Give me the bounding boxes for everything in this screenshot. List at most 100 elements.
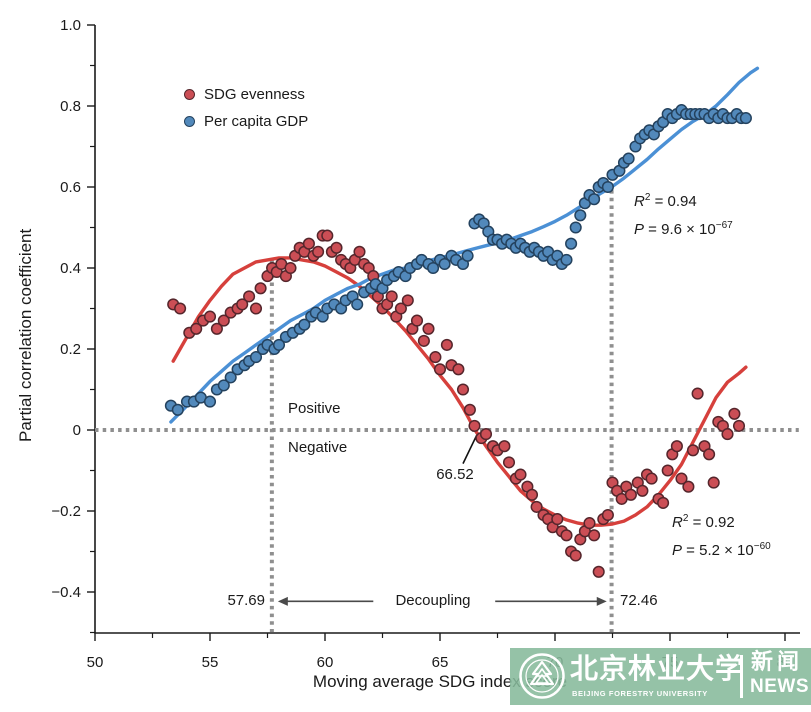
scatter-point-sdg-evenness xyxy=(440,338,453,351)
scatter-point-sdg-evenness xyxy=(514,468,527,481)
scatter-point-sdg-evenness xyxy=(560,529,573,542)
scatter-point-sdg-evenness xyxy=(498,440,511,453)
scatter-point-sdg-evenness xyxy=(456,383,470,396)
scatter-point-sdg-evenness xyxy=(417,334,430,347)
zero-cross-value: 66.52 xyxy=(436,466,474,483)
scatter-point-sdg-evenness xyxy=(661,464,674,477)
scatter-point-sdg-evenness xyxy=(243,290,256,303)
gdp-fit-stats: R2 = 0.94 P = 9.6 × 10−67 xyxy=(634,186,733,242)
scatter-point-sdg-evenness xyxy=(728,407,741,420)
scatter-point-sdg-evenness xyxy=(707,476,720,489)
gdp-pvalue: P = 9.6 × 10−67 xyxy=(634,220,733,238)
scatter-point-sdg-evenness xyxy=(686,444,700,457)
scatter-point-sdg-evenness xyxy=(732,419,746,432)
scatter-point-sdg-evenness xyxy=(551,513,564,526)
y-tick-label: 0.4 xyxy=(60,260,81,277)
scatter-point-sdg-evenness xyxy=(203,310,217,323)
watermark-news-en: NEWS xyxy=(750,676,809,697)
y-tick-label: 1.0 xyxy=(60,17,81,34)
bfu-logo-icon xyxy=(519,653,565,699)
scatter-point-sdg-evenness xyxy=(479,428,493,441)
scatter-point-per-capita-gdp xyxy=(427,261,440,275)
arrowhead-right-icon xyxy=(596,596,607,606)
left-threshold-value: 57.69 xyxy=(227,592,265,609)
y-tick-label: −0.4 xyxy=(51,584,81,601)
watermark-divider xyxy=(740,655,743,698)
scatter-point-sdg-evenness xyxy=(236,298,249,311)
scatter-point-sdg-evenness xyxy=(601,508,614,522)
scatter-point-sdg-evenness xyxy=(249,302,263,315)
scatter-point-sdg-evenness xyxy=(691,387,704,400)
x-tick-label: 50 xyxy=(87,654,104,671)
negative-zone-label: Negative xyxy=(288,439,348,456)
gdp-r2: R2 = 0.94 xyxy=(634,192,697,210)
scatter-point-per-capita-gdp xyxy=(588,193,601,206)
y-tick-label: −0.2 xyxy=(51,503,81,520)
legend-item-sdg-evenness: SDG evenness xyxy=(184,81,308,108)
scatter-point-per-capita-gdp xyxy=(569,221,582,234)
legend: SDG evenness Per capita GDP xyxy=(184,81,308,135)
evenness-fit-stats: R2 = 0.92 P = 5.2 × 10−60 xyxy=(672,507,771,563)
legend-marker-blue-icon xyxy=(184,116,195,127)
evenness-pvalue: P = 5.2 × 10−60 xyxy=(672,541,771,559)
scatter-point-sdg-evenness xyxy=(254,282,267,295)
scatter-point-sdg-evenness xyxy=(174,302,187,315)
scatter-point-sdg-evenness xyxy=(583,517,596,530)
scatter-point-sdg-evenness xyxy=(502,456,516,469)
y-tick-label: 0.8 xyxy=(60,98,81,115)
scatter-point-sdg-evenness xyxy=(321,229,334,242)
scatter-point-sdg-evenness xyxy=(353,245,366,258)
legend-label: SDG evenness xyxy=(204,86,305,103)
scatter-point-per-capita-gdp xyxy=(739,112,752,125)
scatter-point-per-capita-gdp xyxy=(565,237,578,250)
scatter-point-sdg-evenness xyxy=(682,480,695,493)
scatter-point-sdg-evenness xyxy=(569,549,582,562)
scatter-point-sdg-evenness xyxy=(645,472,658,485)
zero-cross-leader-line xyxy=(462,433,478,464)
scatter-point-per-capita-gdp xyxy=(217,379,230,392)
scatter-point-sdg-evenness xyxy=(675,472,688,485)
y-tick-label: 0.6 xyxy=(60,179,81,196)
positive-zone-label: Positive xyxy=(288,400,341,417)
scatter-point-per-capita-gdp xyxy=(622,152,635,165)
x-axis-title: Moving average SDG index score xyxy=(312,672,568,691)
scatter-point-per-capita-gdp xyxy=(574,209,587,222)
scatter-point-sdg-evenness xyxy=(530,500,543,513)
decoupling-label: Decoupling xyxy=(395,592,471,609)
legend-item-per-capita-gdp: Per capita GDP xyxy=(184,108,308,135)
scatter-point-per-capita-gdp xyxy=(601,180,614,194)
scatter-point-per-capita-gdp xyxy=(298,318,311,331)
scatter-point-per-capita-gdp xyxy=(224,371,237,384)
scatter-point-sdg-evenness xyxy=(422,322,435,335)
scatter-point-sdg-evenness xyxy=(657,496,670,509)
scatter-point-sdg-evenness xyxy=(284,261,297,275)
scatter-point-sdg-evenness xyxy=(410,314,424,327)
scatter-point-sdg-evenness xyxy=(330,241,343,254)
x-tick-label: 60 xyxy=(317,654,334,671)
scatter-point-sdg-evenness xyxy=(592,565,605,578)
scatter-point-sdg-evenness xyxy=(401,294,414,307)
scatter-point-sdg-evenness xyxy=(703,448,716,461)
y-axis-title: Partial correlation coefficient xyxy=(16,228,35,442)
scatter-point-per-capita-gdp xyxy=(171,403,184,416)
watermark-university-name-cn: 北京林业大学 xyxy=(570,653,745,684)
legend-label: Per capita GDP xyxy=(204,113,309,130)
scatter-point-sdg-evenness xyxy=(217,314,230,327)
y-tick-label: 0 xyxy=(73,422,81,439)
scatter-point-sdg-evenness xyxy=(385,290,398,303)
scatter-point-per-capita-gdp xyxy=(461,249,474,262)
scatter-point-per-capita-gdp xyxy=(351,298,364,311)
scatter-point-sdg-evenness xyxy=(210,322,223,335)
scatter-point-per-capita-gdp xyxy=(438,257,451,271)
scatter-point-sdg-evenness xyxy=(624,488,637,501)
scatter-point-sdg-evenness xyxy=(452,363,465,376)
scatter-point-sdg-evenness xyxy=(429,351,442,364)
scatter-point-sdg-evenness xyxy=(312,245,325,258)
scatter-point-per-capita-gdp xyxy=(249,351,263,364)
scatter-point-sdg-evenness xyxy=(525,488,539,501)
scatter-point-sdg-evenness xyxy=(433,363,447,376)
scatter-point-sdg-evenness xyxy=(468,419,481,432)
watermark-news-cn: 新闻 xyxy=(751,649,804,674)
